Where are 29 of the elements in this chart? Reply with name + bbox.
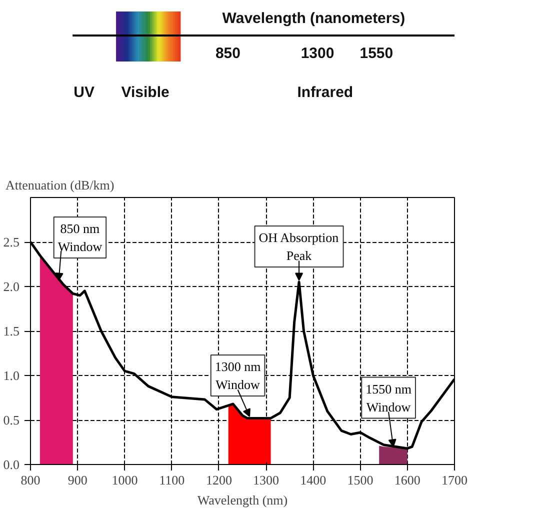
y-tick-label: 0.5 xyxy=(3,412,20,428)
y-tick-label: 2.5 xyxy=(3,234,20,250)
x-axis-title: Wavelength (nm) xyxy=(197,492,288,508)
y-tick-label: 2.0 xyxy=(3,279,20,294)
x-tick-label: 1700 xyxy=(442,472,468,488)
text: Wavelength (nanometers) xyxy=(222,10,406,27)
text: 1550 xyxy=(360,45,394,62)
y-axis-title: Attenuation (dB/km) xyxy=(6,178,114,192)
x-tick-label: 800 xyxy=(20,472,40,488)
annotation: 1550 nm Window xyxy=(366,381,412,414)
x-tick-label: 1000 xyxy=(112,472,138,488)
y-tick-label: 1.0 xyxy=(3,368,20,383)
text: 850 xyxy=(215,45,240,62)
x-tick-label: 1200 xyxy=(206,472,232,488)
x-tick-label: 1600 xyxy=(394,472,420,488)
x-tick-label: 1100 xyxy=(159,472,185,488)
x-tick-label: 1300 xyxy=(253,472,280,488)
x-tick-label: 1400 xyxy=(300,472,326,488)
y-tick-label: 0.0 xyxy=(3,457,20,472)
y-tick-label: 1.5 xyxy=(3,324,20,338)
annotation: 850 nm Window xyxy=(58,221,103,254)
annotation: OH Absorption Peak xyxy=(258,230,340,263)
annotation: 1300 nm Window xyxy=(214,359,261,392)
x-tick-label: 900 xyxy=(68,472,88,488)
text: Infrared xyxy=(297,84,354,101)
text: 1300 xyxy=(300,45,334,62)
text: Visible xyxy=(121,84,170,101)
x-tick-label: 1500 xyxy=(347,472,374,488)
text: UV xyxy=(74,84,94,101)
